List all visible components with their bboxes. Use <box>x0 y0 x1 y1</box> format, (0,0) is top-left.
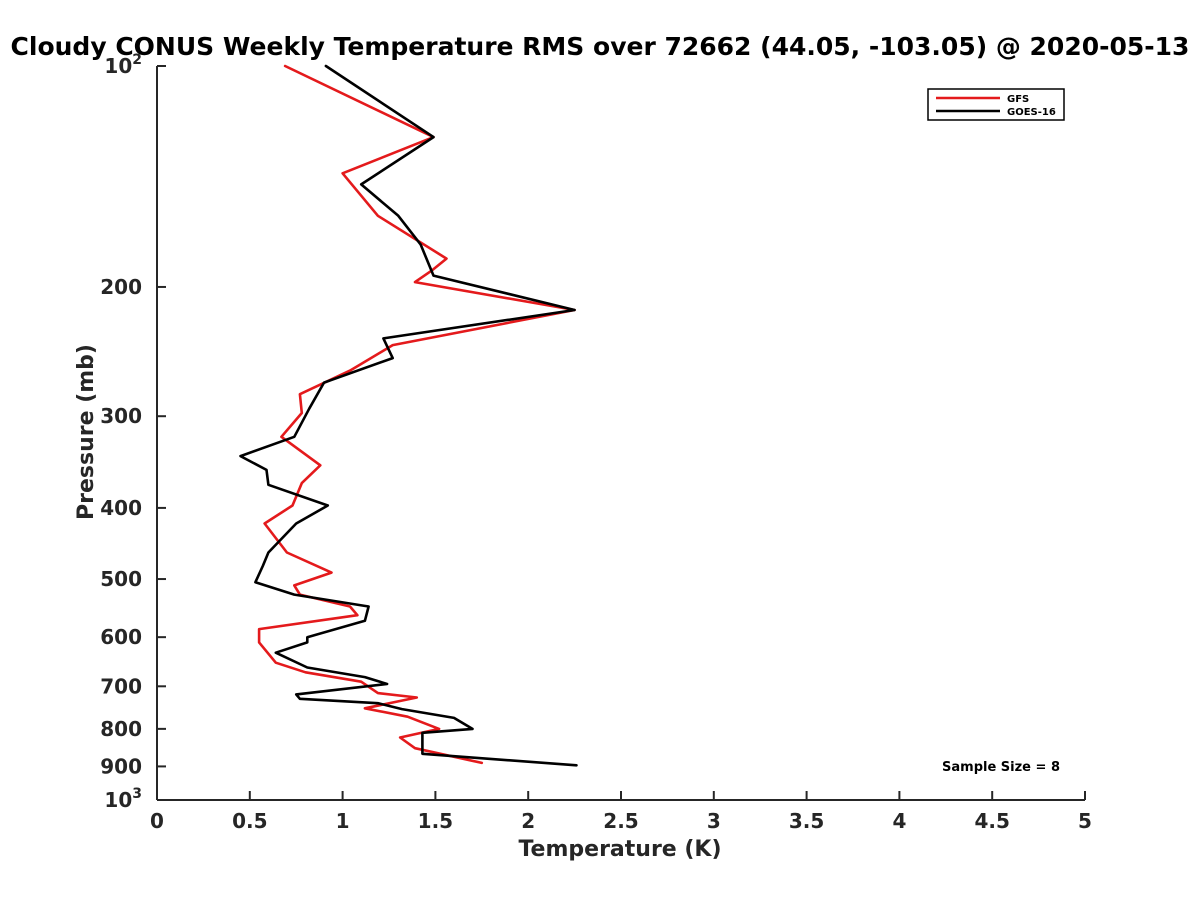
y-axis-label: Pressure (mb) <box>74 344 99 520</box>
y-axis: 102 200 300 400 500 600 700 800 900 103 <box>100 52 166 812</box>
x-tick-label: 5 <box>1078 809 1092 833</box>
x-tick-label: 1.5 <box>418 809 453 833</box>
x-tick-label: 4 <box>892 809 906 833</box>
x-tick-label: 0.5 <box>232 809 267 833</box>
y-tick-label: 103 <box>104 786 142 812</box>
x-tick-label: 2 <box>521 809 535 833</box>
legend: GFS GOES-16 <box>927 88 1065 121</box>
x-tick-label: 1 <box>336 809 350 833</box>
y-tick-label: 900 <box>100 754 142 778</box>
y-tick-label: 102 <box>104 52 142 78</box>
legend-label: GOES-16 <box>1007 107 1056 118</box>
x-tick-label: 3 <box>707 809 721 833</box>
y-tick-label: 300 <box>100 404 142 428</box>
y-tick-label: 400 <box>100 496 142 520</box>
series-line-gfs <box>257 64 576 765</box>
legend-box <box>927 88 1065 121</box>
y-tick-label: 600 <box>100 625 142 649</box>
x-tick-label: 0 <box>150 809 164 833</box>
x-tick-label: 3.5 <box>789 809 824 833</box>
y-tick-label: 700 <box>100 674 142 698</box>
x-tick-label: 2.5 <box>603 809 638 833</box>
x-axis: 0 0.5 1 1.5 2 2.5 3 3.5 4 4.5 5 <box>150 791 1092 833</box>
y-tick-label: 500 <box>100 567 142 591</box>
y-tick-label: 800 <box>100 717 142 741</box>
x-axis-label: Temperature (K) <box>518 837 721 862</box>
series-line-goes-16 <box>239 64 578 767</box>
y-tick-label: 200 <box>100 275 142 299</box>
chart-title: Cloudy CONUS Weekly Temperature RMS over… <box>11 32 1190 61</box>
x-tick-label: 4.5 <box>974 809 1009 833</box>
legend-label: GFS <box>1007 94 1029 105</box>
sample-size-annotation: Sample Size = 8 <box>942 760 1060 775</box>
plot-area <box>239 64 578 767</box>
